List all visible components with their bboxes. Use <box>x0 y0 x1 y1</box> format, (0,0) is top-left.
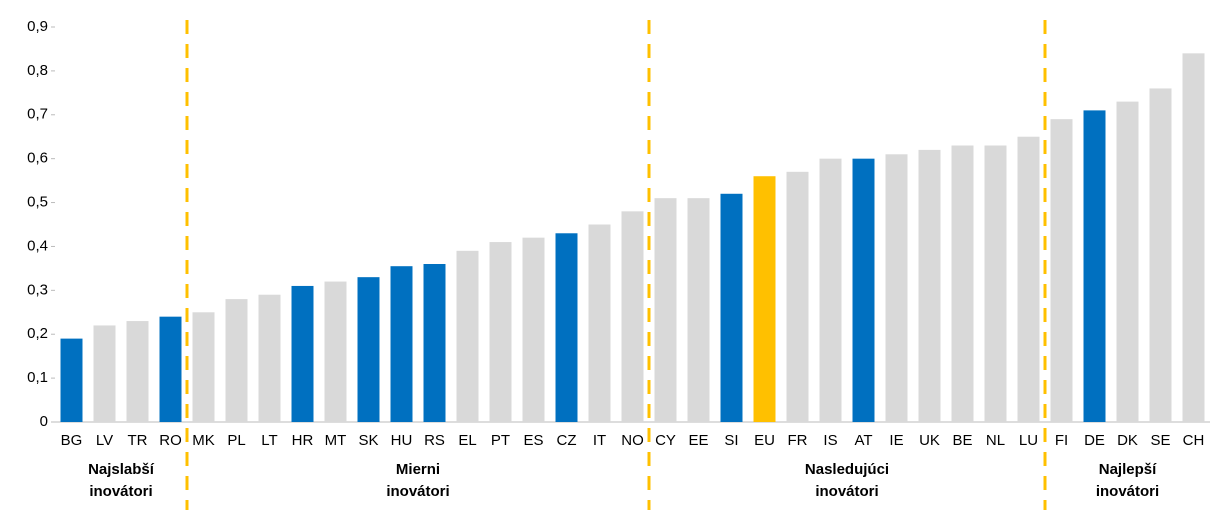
group-label: Nasledujúci <box>805 461 889 478</box>
x-tick-label: MT <box>325 432 347 449</box>
bar <box>159 316 182 422</box>
x-tick-label: MK <box>192 432 215 449</box>
x-tick-label: LV <box>96 432 113 449</box>
x-tick-label: HR <box>292 432 314 449</box>
group-label: inovátori <box>89 483 152 500</box>
y-tick-label: 0,2 <box>27 325 48 342</box>
bar <box>489 242 512 422</box>
bar <box>786 171 809 422</box>
bar <box>1083 110 1106 422</box>
x-tick-label: SK <box>358 432 378 449</box>
y-tick-label: 0,1 <box>27 369 48 386</box>
x-tick-label: LU <box>1019 432 1038 449</box>
y-tick-label: 0,8 <box>27 62 48 79</box>
bar <box>93 325 116 422</box>
bar <box>60 338 83 422</box>
bar <box>390 266 413 422</box>
y-tick-label: 0,3 <box>27 281 48 298</box>
x-tick-label: CH <box>1183 432 1205 449</box>
bar <box>192 312 215 422</box>
x-tick-label: SI <box>724 432 738 449</box>
group-label: Mierni <box>396 461 440 478</box>
x-tick-label: PL <box>227 432 245 449</box>
x-tick-label: CY <box>655 432 676 449</box>
bar <box>357 277 380 422</box>
x-tick-label: BE <box>952 432 972 449</box>
x-tick-label: CZ <box>557 432 577 449</box>
y-tick-label: 0,4 <box>27 237 48 254</box>
x-tick-label: NO <box>621 432 644 449</box>
x-tick-label: DK <box>1117 432 1138 449</box>
x-tick-label: BG <box>61 432 83 449</box>
y-tick-label: 0,6 <box>27 150 48 167</box>
bar <box>126 321 149 422</box>
x-tick-label: IE <box>889 432 903 449</box>
x-tick-label: RO <box>159 432 182 449</box>
bar <box>918 149 941 422</box>
bar <box>225 299 248 422</box>
x-tick-label: AT <box>854 432 872 449</box>
x-tick-label: TR <box>128 432 148 449</box>
x-tick-label: FR <box>788 432 808 449</box>
bar <box>753 176 776 422</box>
bar <box>885 154 908 422</box>
bar <box>951 145 974 422</box>
bar <box>1017 136 1040 422</box>
x-tick-label: ES <box>523 432 543 449</box>
bar <box>555 233 578 422</box>
group-label: Najlepší <box>1099 461 1157 478</box>
x-tick-label: DE <box>1084 432 1105 449</box>
x-tick-label: EE <box>688 432 708 449</box>
x-tick-label: NL <box>986 432 1005 449</box>
bar <box>654 198 677 422</box>
bar <box>291 285 314 422</box>
x-tick-label: FI <box>1055 432 1068 449</box>
x-tick-label: IT <box>593 432 606 449</box>
bar <box>456 250 479 422</box>
x-tick-label: LT <box>261 432 277 449</box>
bar <box>258 294 281 422</box>
y-tick-label: 0,9 <box>27 18 48 35</box>
x-tick-label: EU <box>754 432 775 449</box>
bar <box>720 193 743 422</box>
bar <box>819 158 842 422</box>
x-tick-label: SE <box>1150 432 1170 449</box>
bar <box>984 145 1007 422</box>
x-tick-label: EL <box>458 432 476 449</box>
x-tick-label: HU <box>391 432 413 449</box>
group-label: inovátori <box>815 483 878 500</box>
y-tick-label: 0,5 <box>27 194 48 211</box>
bar <box>1116 101 1139 422</box>
bar <box>1050 119 1073 423</box>
bar <box>423 264 446 422</box>
bar <box>522 237 545 422</box>
x-tick-label: PT <box>491 432 510 449</box>
group-label: inovátori <box>1096 483 1159 500</box>
group-label: inovátori <box>386 483 449 500</box>
group-label: Najslabší <box>88 461 155 478</box>
bar <box>687 198 710 422</box>
bar <box>588 224 611 422</box>
bar <box>621 211 644 422</box>
x-tick-label: RS <box>424 432 445 449</box>
bar <box>1149 88 1172 422</box>
y-tick-label: 0,7 <box>27 106 48 123</box>
bar <box>1182 53 1205 422</box>
y-tick-label: 0 <box>40 413 48 430</box>
bar <box>852 158 875 422</box>
x-tick-label: UK <box>919 432 940 449</box>
bar <box>324 281 347 422</box>
x-tick-label: IS <box>823 432 837 449</box>
